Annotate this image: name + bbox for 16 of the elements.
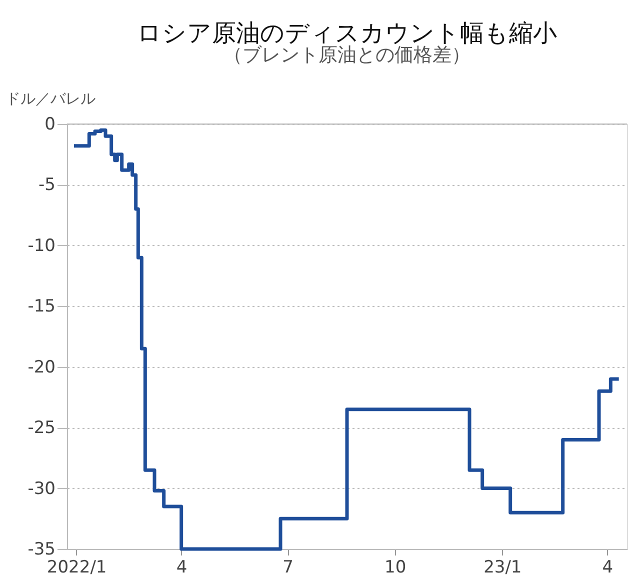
y-tick-label: -30 bbox=[28, 478, 56, 499]
x-tick-label: 10 bbox=[384, 558, 406, 578]
y-tick-label: -15 bbox=[28, 296, 56, 317]
y-tick-label: -25 bbox=[28, 418, 56, 438]
x-tick-label: 7 bbox=[282, 558, 294, 578]
x-tick-label: 2022/1 bbox=[46, 558, 107, 578]
chart-subtitle: （ブレント原油との価格差） bbox=[224, 44, 470, 66]
x-tick-label: 23/1 bbox=[484, 558, 522, 578]
x-tick-label: 4 bbox=[176, 558, 188, 578]
y-tick-label: -5 bbox=[38, 175, 56, 196]
y-tick-label: -10 bbox=[28, 236, 56, 256]
y-tick-label: 0 bbox=[44, 114, 56, 134]
x-tick-label: 4 bbox=[602, 558, 614, 578]
y-axis-title: ドル／バレル bbox=[6, 90, 96, 108]
y-tick-label: -35 bbox=[28, 540, 56, 560]
y-tick-label: -20 bbox=[28, 357, 56, 378]
